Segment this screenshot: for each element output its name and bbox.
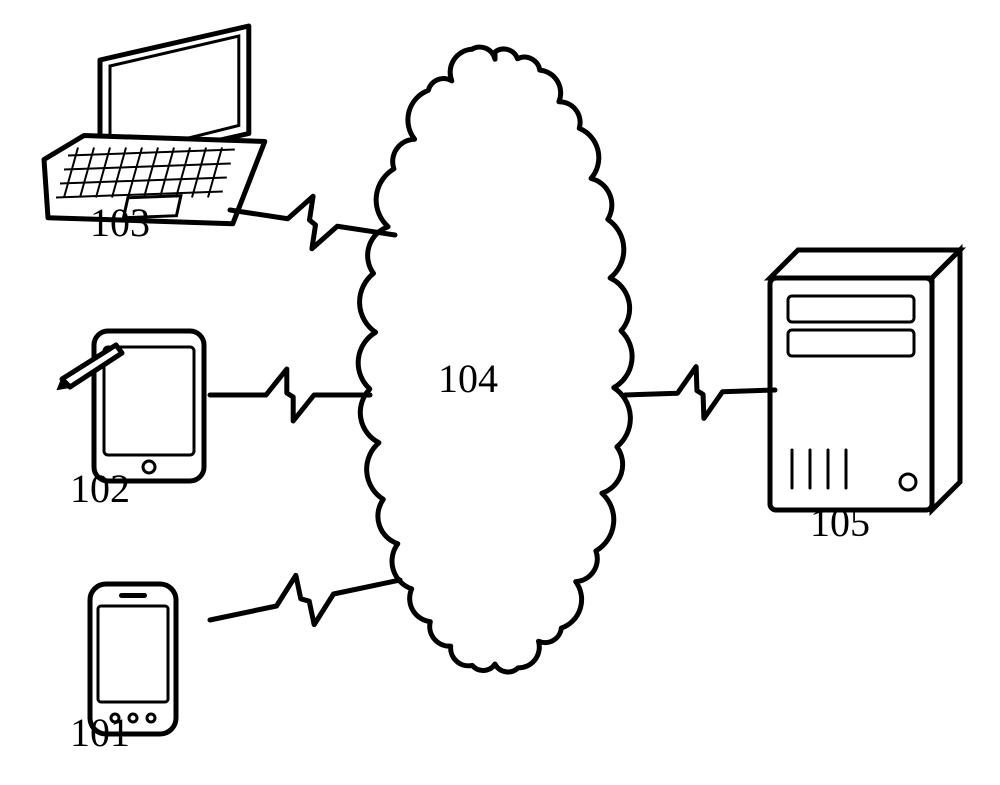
laptop-label: 103 bbox=[80, 199, 160, 246]
tablet-label: 102 bbox=[60, 465, 140, 512]
server-label: 105 bbox=[800, 499, 880, 546]
tablet-icon bbox=[58, 331, 204, 481]
cloud-label: 104 bbox=[428, 355, 508, 402]
phone-label: 101 bbox=[60, 709, 140, 756]
server-icon bbox=[770, 250, 960, 510]
laptop-icon bbox=[44, 26, 265, 224]
